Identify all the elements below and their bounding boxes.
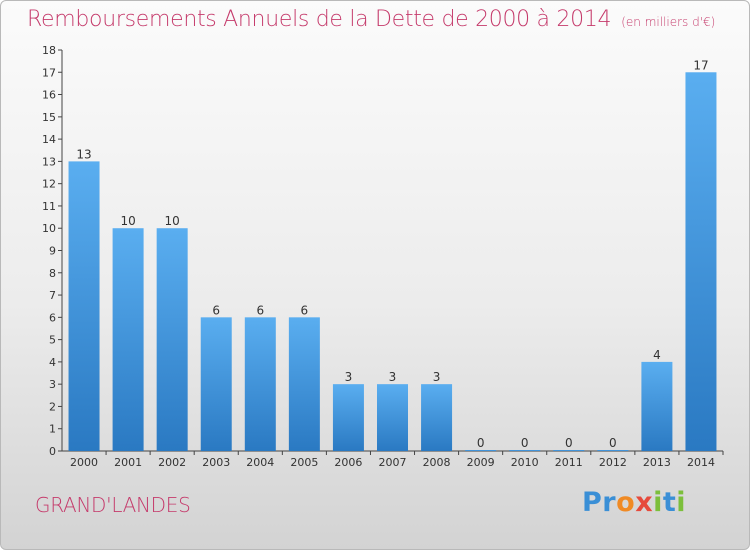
y-tick-label: 10 xyxy=(42,222,56,235)
data-label: 0 xyxy=(609,436,617,450)
x-tick-label: 2013 xyxy=(643,456,671,469)
data-label: 0 xyxy=(521,436,529,450)
logo-letter: i xyxy=(653,487,663,518)
proxiti-logo[interactable]: Proxiti xyxy=(582,487,686,518)
y-tick-label: 17 xyxy=(42,66,56,79)
data-label: 6 xyxy=(256,303,264,317)
y-tick-label: 7 xyxy=(49,289,56,302)
data-label: 3 xyxy=(433,370,441,384)
x-tick-label: 2003 xyxy=(202,456,230,469)
logo-letter: i xyxy=(676,487,687,518)
data-label: 17 xyxy=(693,58,708,72)
bar-2000[interactable] xyxy=(68,161,100,451)
data-label: 4 xyxy=(653,348,661,362)
y-tick-label: 16 xyxy=(42,89,56,102)
chart-bars: 13 10 10 6 6 6 3 3 3 0 0 0 0 4 17 xyxy=(68,58,717,452)
data-label: 10 xyxy=(165,214,180,228)
y-tick-label: 4 xyxy=(49,356,56,369)
y-tick-label: 11 xyxy=(42,200,56,213)
x-tick-label: 2005 xyxy=(290,456,318,469)
bar-2012[interactable] xyxy=(597,450,629,451)
y-tick-label: 1 xyxy=(49,423,56,436)
x-tick-label: 2008 xyxy=(423,456,451,469)
x-tick-label: 2004 xyxy=(246,456,274,469)
bar-2009[interactable] xyxy=(465,450,497,451)
x-tick-label: 2002 xyxy=(158,456,186,469)
bar-2011[interactable] xyxy=(553,450,585,451)
data-label: 6 xyxy=(212,303,220,317)
chart-title: Remboursements Annuels de la Dette de 20… xyxy=(27,7,715,32)
chart-title-text: Remboursements Annuels de la Dette de 20… xyxy=(27,7,612,32)
y-tick-label: 9 xyxy=(49,245,56,258)
chart-subtitle: (en milliers d'€) xyxy=(621,15,716,29)
x-tick-label: 2009 xyxy=(467,456,495,469)
x-tick-label: 2007 xyxy=(379,456,407,469)
bar-2008[interactable] xyxy=(421,384,453,451)
logo-letter: t xyxy=(662,487,677,518)
bar-2005[interactable] xyxy=(288,317,320,451)
x-tick-label: 2014 xyxy=(687,456,715,469)
y-tick-label: 14 xyxy=(42,133,56,146)
y-tick-label: 8 xyxy=(49,267,56,280)
y-tick-label: 6 xyxy=(49,311,56,324)
bar-2003[interactable] xyxy=(200,317,232,451)
y-tick-label: 15 xyxy=(42,111,56,124)
x-tick-label: 2000 xyxy=(70,456,98,469)
x-tick-label: 2011 xyxy=(555,456,583,469)
data-label: 3 xyxy=(389,370,397,384)
logo-letter: P xyxy=(582,487,603,518)
y-tick-label: 2 xyxy=(49,400,56,413)
data-label: 0 xyxy=(565,436,573,450)
commune-name: GRAND'LANDES xyxy=(35,493,191,517)
y-tick-label: 18 xyxy=(42,44,56,57)
x-tick-label: 2012 xyxy=(599,456,627,469)
bar-2007[interactable] xyxy=(377,384,408,451)
data-label: 0 xyxy=(477,436,485,450)
bar-2014[interactable] xyxy=(685,72,717,452)
x-tick-label: 2010 xyxy=(511,456,539,469)
data-label: 10 xyxy=(120,214,135,228)
data-label: 13 xyxy=(76,147,91,161)
data-label: 6 xyxy=(301,303,309,317)
bar-2004[interactable] xyxy=(244,317,276,451)
x-tick-label: 2001 xyxy=(114,456,142,469)
bar-2013[interactable] xyxy=(641,361,673,451)
bar-2006[interactable] xyxy=(332,384,364,451)
x-tick-label: 2006 xyxy=(334,456,362,469)
logo-letter: o xyxy=(616,487,636,518)
logo-letter: r xyxy=(602,487,617,518)
bar-2002[interactable] xyxy=(156,228,188,451)
y-tick-label: 5 xyxy=(49,334,56,347)
y-tick-label: 3 xyxy=(49,378,56,391)
y-tick-label: 12 xyxy=(42,178,56,191)
bar-2001[interactable] xyxy=(112,228,144,451)
y-tick-label: 13 xyxy=(42,155,56,168)
y-tick-label: 0 xyxy=(49,445,56,458)
logo-letter: x xyxy=(635,487,654,518)
data-label: 3 xyxy=(345,370,353,384)
bar-2010[interactable] xyxy=(509,450,541,451)
